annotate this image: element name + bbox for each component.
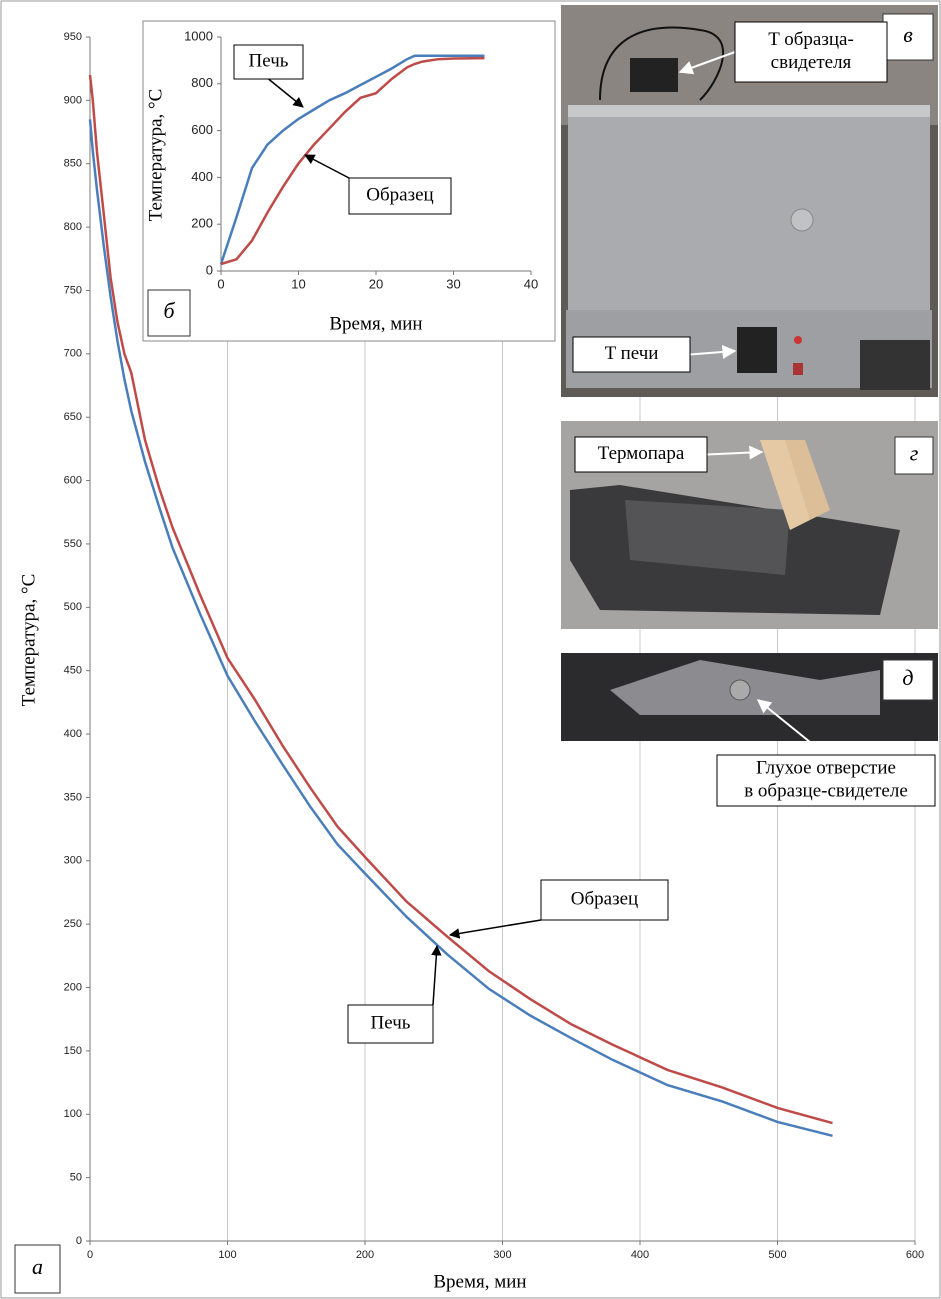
y-tick-label: 600 (191, 122, 213, 137)
annotation: Образец (366, 184, 433, 205)
x-axis-label: Время, мин (329, 313, 422, 334)
photo-letter: в (903, 22, 913, 47)
photo-label: свидетеля (771, 52, 852, 73)
photo-label: Глухое отверстие (756, 757, 896, 778)
photo-sample (561, 653, 938, 741)
annotation: Печь (371, 1012, 411, 1033)
panel-letter: б (163, 298, 175, 323)
x-tick-label: 0 (217, 276, 224, 291)
x-axis-label: Время, мин (433, 1271, 526, 1292)
y-tick-label: 300 (64, 855, 82, 867)
y-tick-label: 750 (64, 284, 82, 296)
y-tick-label: 200 (191, 216, 213, 231)
y-axis-label: Температура, °C (18, 574, 39, 707)
x-tick-label: 0 (87, 1249, 93, 1261)
figure: 0100200300400500600050100150200250300350… (0, 0, 941, 1299)
x-tick-label: 400 (631, 1249, 649, 1261)
y-tick-label: 850 (64, 158, 82, 170)
y-tick-label: 1000 (184, 28, 213, 43)
y-tick-label: 800 (64, 221, 82, 233)
y-tick-label: 600 (64, 474, 82, 486)
panel-letter: а (32, 1254, 43, 1279)
annotation: Образец (571, 888, 638, 909)
y-tick-label: 800 (191, 75, 213, 90)
x-tick-label: 600 (906, 1249, 924, 1261)
photo-letter: г (910, 441, 919, 466)
y-axis-label: Температура, °C (145, 89, 166, 222)
photo-label: T образца- (768, 29, 854, 50)
y-tick-label: 400 (64, 728, 82, 740)
x-tick-label: 200 (356, 1249, 374, 1261)
y-tick-label: 500 (64, 601, 82, 613)
photo-label: Термопара (598, 443, 685, 464)
y-tick-label: 400 (191, 169, 213, 184)
y-tick-label: 900 (64, 94, 82, 106)
x-tick-label: 20 (369, 276, 383, 291)
y-tick-label: 50 (70, 1172, 82, 1184)
y-tick-label: 950 (64, 31, 82, 43)
x-tick-label: 100 (218, 1249, 236, 1261)
y-tick-label: 200 (64, 981, 82, 993)
y-tick-label: 0 (206, 262, 213, 277)
photo-label: в образце-свидетеле (744, 780, 908, 801)
photo-letter: д (902, 665, 913, 690)
y-tick-label: 650 (64, 411, 82, 423)
y-tick-label: 700 (64, 348, 82, 360)
x-tick-label: 40 (524, 276, 538, 291)
y-tick-label: 450 (64, 665, 82, 677)
y-tick-label: 150 (64, 1045, 82, 1057)
y-tick-label: 350 (64, 791, 82, 803)
annotation: Печь (249, 50, 289, 71)
photo-label: T печи (605, 343, 659, 364)
x-tick-label: 10 (291, 276, 305, 291)
y-tick-label: 100 (64, 1108, 82, 1120)
y-tick-label: 0 (76, 1235, 82, 1247)
x-tick-label: 300 (493, 1249, 511, 1261)
y-tick-label: 550 (64, 538, 82, 550)
x-tick-label: 500 (768, 1249, 786, 1261)
y-tick-label: 250 (64, 918, 82, 930)
x-tick-label: 30 (446, 276, 460, 291)
